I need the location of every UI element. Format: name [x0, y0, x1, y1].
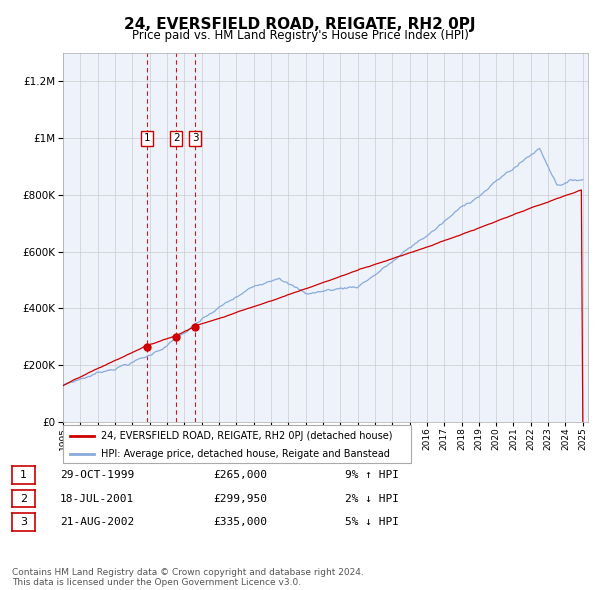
Text: 2: 2 [173, 133, 179, 143]
Text: £299,950: £299,950 [213, 494, 267, 503]
Text: 29-OCT-1999: 29-OCT-1999 [60, 470, 134, 480]
Text: 24, EVERSFIELD ROAD, REIGATE, RH2 0PJ (detached house): 24, EVERSFIELD ROAD, REIGATE, RH2 0PJ (d… [101, 431, 393, 441]
Text: Price paid vs. HM Land Registry's House Price Index (HPI): Price paid vs. HM Land Registry's House … [131, 30, 469, 42]
Text: 1: 1 [143, 133, 150, 143]
Text: 3: 3 [20, 517, 27, 527]
Text: £335,000: £335,000 [213, 517, 267, 527]
FancyBboxPatch shape [63, 425, 411, 463]
Text: 24, EVERSFIELD ROAD, REIGATE, RH2 0PJ: 24, EVERSFIELD ROAD, REIGATE, RH2 0PJ [124, 17, 476, 31]
Text: Contains HM Land Registry data © Crown copyright and database right 2024.
This d: Contains HM Land Registry data © Crown c… [12, 568, 364, 587]
Text: £265,000: £265,000 [213, 470, 267, 480]
Text: 2% ↓ HPI: 2% ↓ HPI [345, 494, 399, 503]
Text: 2: 2 [20, 494, 27, 503]
Text: 9% ↑ HPI: 9% ↑ HPI [345, 470, 399, 480]
Text: 18-JUL-2001: 18-JUL-2001 [60, 494, 134, 503]
Text: 3: 3 [192, 133, 199, 143]
Text: 5% ↓ HPI: 5% ↓ HPI [345, 517, 399, 527]
Text: HPI: Average price, detached house, Reigate and Banstead: HPI: Average price, detached house, Reig… [101, 448, 390, 458]
Text: 21-AUG-2002: 21-AUG-2002 [60, 517, 134, 527]
Text: 1: 1 [20, 470, 27, 480]
